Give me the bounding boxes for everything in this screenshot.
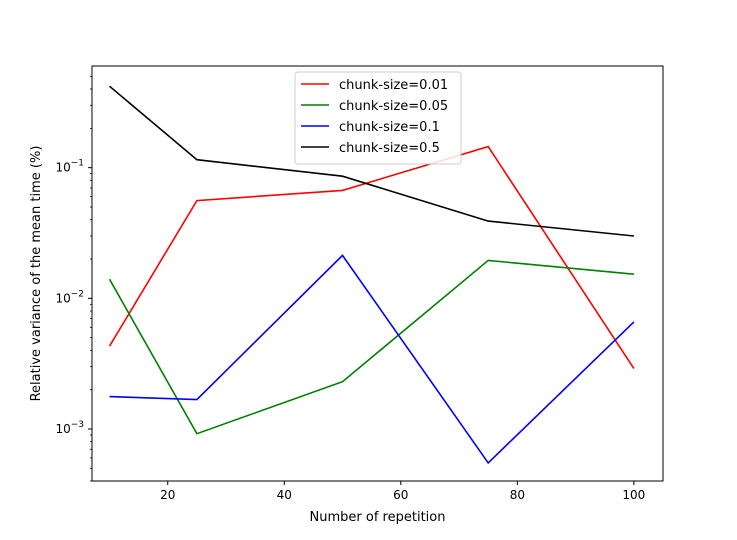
- x-tick-label-1: 40: [277, 488, 292, 502]
- legend-label-0: chunk-size=0.01: [339, 78, 448, 93]
- legend-label-1: chunk-size=0.05: [339, 99, 448, 114]
- plot-frame: [91, 65, 664, 482]
- y-tick-label-0: 10−3: [55, 420, 84, 436]
- y-tick-label-1: 10−2: [55, 289, 84, 305]
- x-tick-label-2: 60: [393, 488, 408, 502]
- series-line-3: [108, 85, 634, 237]
- series-line-0: [108, 145, 635, 370]
- x-tick-label-0: 20: [160, 488, 175, 502]
- series-line-1: [108, 259, 634, 435]
- y-axis: 10−3 10−2 10−1: [55, 75, 92, 482]
- legend-label-2: chunk-size=0.1: [339, 120, 440, 135]
- series-line-2: [109, 254, 635, 465]
- y-axis-label: Relative variance of the mean time (%): [29, 146, 44, 402]
- legend-label-3: chunk-size=0.5: [339, 141, 440, 156]
- legend: chunk-size=0.01 chunk-size=0.05 chunk-size…: [294, 71, 462, 165]
- legend-box: [294, 71, 462, 165]
- x-tick-label-3: 80: [510, 488, 525, 502]
- series-layer: [108, 85, 635, 465]
- x-axis: 20 40 60 80 100: [160, 481, 645, 502]
- y-tick-label-2: 10−1: [55, 159, 84, 175]
- x-tick-label-4: 100: [622, 488, 645, 502]
- x-axis-label: Number of repetition: [310, 510, 446, 525]
